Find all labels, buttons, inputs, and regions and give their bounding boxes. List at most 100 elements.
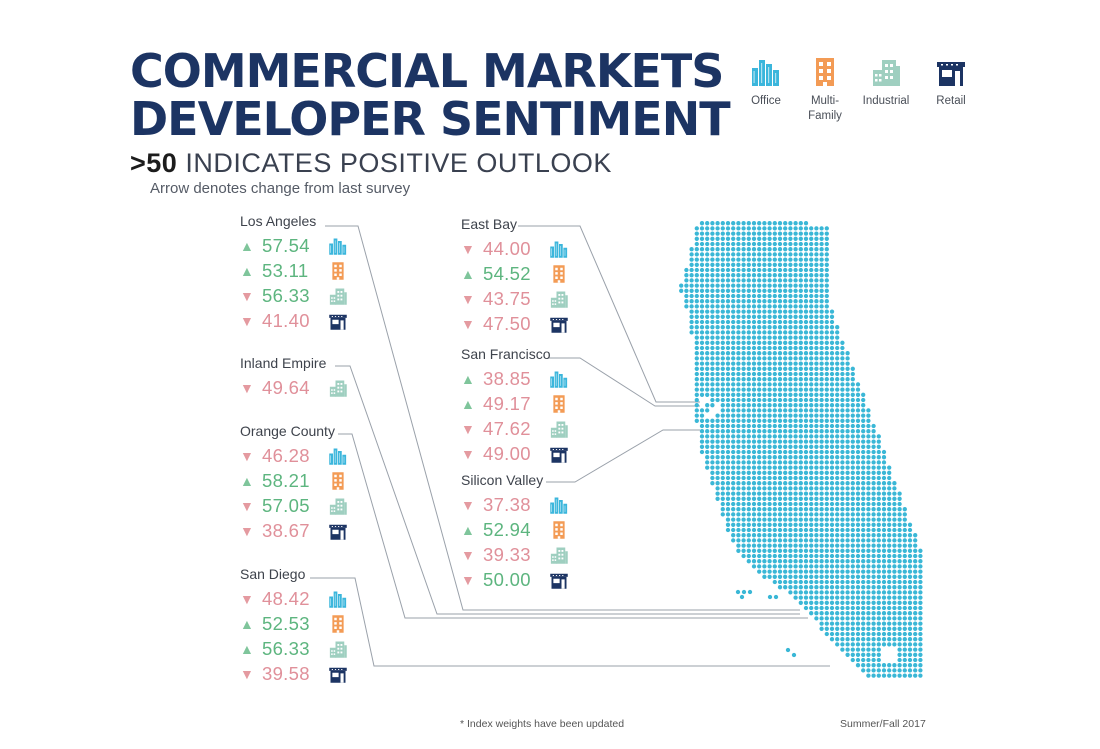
industrial-icon [328,639,348,659]
arrow-down-icon: ▼ [240,312,254,329]
arrow-up-icon: ▲ [461,370,475,387]
arrow-down-icon: ▼ [461,546,475,563]
metric-row-office: ▼ 46.28 [240,443,348,468]
legend-industrial: Industrial [856,56,916,109]
metric-row-office: ▼ 37.38 [461,492,569,517]
office-icon [549,239,569,259]
retail-icon [328,311,348,331]
industrial-icon [328,496,348,516]
arrow-down-icon: ▼ [461,290,475,307]
industrial-icon [549,289,569,309]
metric-row-office: ▼ 44.00 [461,236,569,261]
metric-row-industrial: ▼ 49.64 [240,375,348,400]
metric-row-multifamily: ▲ 52.53 [240,611,348,636]
arrow-down-icon: ▼ [240,379,254,396]
sentiment-value: 48.42 [262,587,310,609]
region-silicon-valley: Silicon Valley ▼ 37.38 ▲ 52.94 [461,472,569,592]
connector-silicon-valley [546,429,700,483]
metric-row-industrial: ▼ 39.33 [461,542,569,567]
metric-row-multifamily: ▲ 49.17 [461,391,569,416]
sentiment-value: 38.67 [262,519,310,541]
legend-retail: Retail [921,56,981,109]
arrow-down-icon: ▼ [461,315,475,332]
retail-icon [328,521,348,541]
metric-row-industrial: ▼ 57.05 [240,493,348,518]
legend-label: Industrial [862,95,910,107]
metric-row-retail: ▼ 38.67 [240,518,348,543]
metric-row-multifamily: ▲ 52.94 [461,517,569,542]
retail-icon [549,314,569,334]
region-san-diego: San Diego ▼ 48.42 ▲ 52.53 [240,566,348,686]
arrow-down-icon: ▼ [240,590,254,607]
arrow-down-icon: ▼ [461,571,475,588]
arrow-down-icon: ▼ [461,445,475,462]
arrow-down-icon: ▼ [240,665,254,682]
metric-row-retail: ▼ 41.40 [240,308,348,333]
office-icon [328,589,348,609]
arrow-up-icon: ▲ [240,472,254,489]
sentiment-value: 50.00 [483,568,531,590]
region-name: San Francisco [461,346,551,362]
metric-row-multifamily: ▲ 54.52 [461,261,569,286]
arrow-down-icon: ▼ [461,420,475,437]
sentiment-value: 39.58 [262,662,310,684]
region-east-bay: East Bay ▼ 44.00 ▲ 54.52 [461,216,569,336]
connector-los-angeles [325,225,800,611]
region-name: Inland Empire [240,355,327,371]
sentiment-value: 53.11 [262,259,309,281]
metric-row-office: ▼ 48.42 [240,586,348,611]
sentiment-value: 39.33 [483,543,531,565]
sentiment-value: 44.00 [483,237,531,259]
office-icon [328,446,348,466]
office-icon [549,495,569,515]
region-name: East Bay [461,216,518,232]
sentiment-value: 56.33 [262,284,310,306]
arrow-up-icon: ▲ [240,262,254,279]
metric-row-multifamily: ▲ 58.21 [240,468,348,493]
sentiment-value: 56.33 [262,637,310,659]
region-name: Silicon Valley [461,472,544,488]
retail-icon [549,570,569,590]
multifamily-icon [549,520,569,540]
arrow-down-icon: ▼ [240,447,254,464]
arrow-down-icon: ▼ [240,522,254,539]
sentiment-value: 57.54 [262,234,310,256]
industrial-icon [856,56,916,88]
legend-multifamily: Multi- Family [795,56,855,124]
sentiment-value: 49.64 [262,376,310,398]
sentiment-value: 54.52 [483,262,531,284]
arrow-down-icon: ▼ [240,287,254,304]
metric-row-retail: ▼ 50.00 [461,567,569,592]
legend-label: Retail [936,95,966,107]
metric-row-office: ▲ 38.85 [461,366,569,391]
sentiment-value: 43.75 [483,287,531,309]
sentiment-value: 52.94 [483,518,531,540]
industrial-icon [549,419,569,439]
subtitle: >50 INDICATES POSITIVE OUTLOOK [130,148,612,179]
legend-label: Office [751,95,781,107]
sentiment-value: 38.85 [483,367,531,389]
connector-east-bay [518,225,700,403]
arrow-up-icon: ▲ [240,615,254,632]
metric-row-industrial: ▼ 47.62 [461,416,569,441]
connector-orange-county [338,433,808,619]
multifamily-icon [328,614,348,634]
california-dot-map [679,221,923,678]
metric-row-retail: ▼ 49.00 [461,441,569,466]
region-name: Los Angeles [240,213,317,229]
retail-icon [328,664,348,684]
region-inland-empire: Inland Empire ▼ 49.64 [240,355,348,400]
connector-inland-empire [335,365,800,615]
industrial-icon [328,378,348,398]
office-icon [736,56,796,88]
sentiment-value: 47.50 [483,312,531,334]
multifamily-icon [795,56,855,88]
retail-icon [549,444,569,464]
metric-row-multifamily: ▲ 53.11 [240,258,348,283]
arrow-up-icon: ▲ [240,640,254,657]
arrow-down-icon: ▼ [461,496,475,513]
metric-row-industrial: ▼ 43.75 [461,286,569,311]
metric-row-industrial: ▼ 56.33 [240,283,348,308]
arrow-down-icon: ▼ [240,497,254,514]
